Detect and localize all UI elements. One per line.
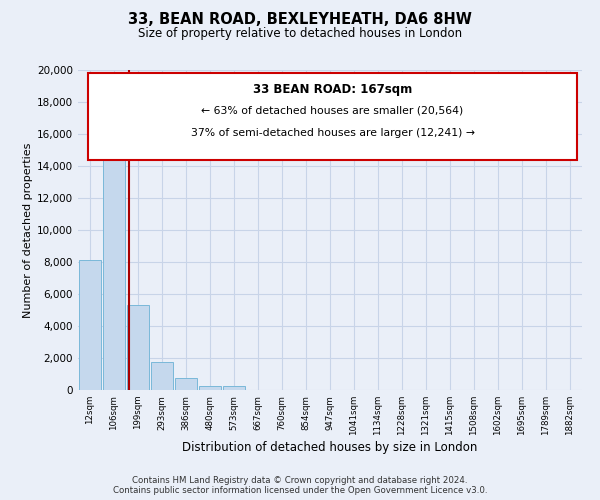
Bar: [127, 305, 149, 390]
Y-axis label: Number of detached properties: Number of detached properties: [23, 142, 33, 318]
Text: 37% of semi-detached houses are larger (12,241) →: 37% of semi-detached houses are larger (…: [191, 128, 475, 138]
Bar: [223, 386, 245, 390]
Text: 33, BEAN ROAD, BEXLEYHEATH, DA6 8HW: 33, BEAN ROAD, BEXLEYHEATH, DA6 8HW: [128, 12, 472, 28]
Text: ← 63% of detached houses are smaller (20,564): ← 63% of detached houses are smaller (20…: [202, 105, 464, 115]
FancyBboxPatch shape: [88, 73, 577, 160]
Bar: [103, 126, 125, 390]
Bar: [79, 260, 101, 390]
Bar: [151, 362, 173, 390]
Text: Contains HM Land Registry data © Crown copyright and database right 2024.: Contains HM Land Registry data © Crown c…: [132, 476, 468, 485]
Text: 33 BEAN ROAD: 167sqm: 33 BEAN ROAD: 167sqm: [253, 83, 412, 96]
Bar: [199, 386, 221, 390]
Bar: [175, 378, 197, 390]
X-axis label: Distribution of detached houses by size in London: Distribution of detached houses by size …: [182, 441, 478, 454]
Text: Size of property relative to detached houses in London: Size of property relative to detached ho…: [138, 28, 462, 40]
Text: Contains public sector information licensed under the Open Government Licence v3: Contains public sector information licen…: [113, 486, 487, 495]
